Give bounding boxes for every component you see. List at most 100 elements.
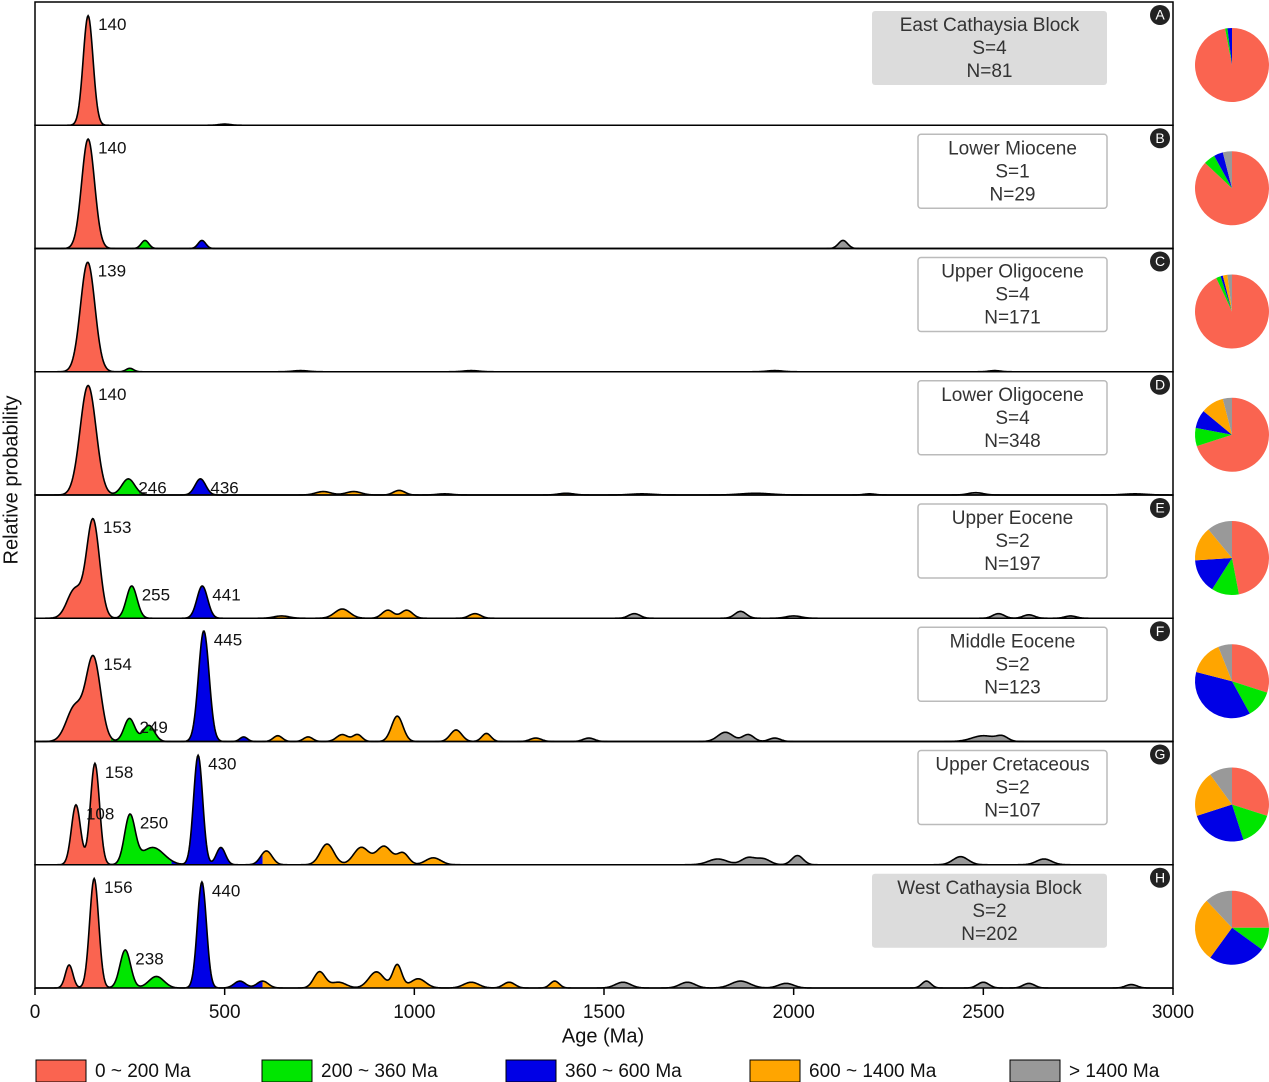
legend-swatch xyxy=(35,1059,87,1082)
grain-count: N=197 xyxy=(984,554,1041,575)
panel-badge xyxy=(1150,621,1170,642)
x-axis-label: Age (Ma) xyxy=(562,1025,644,1047)
sample-count: S=2 xyxy=(995,778,1029,799)
peak-label: 140 xyxy=(98,15,126,34)
legend-label: 360 ~ 600 Ma xyxy=(565,1061,682,1082)
density-segment xyxy=(262,844,567,865)
x-tick-label: 0 xyxy=(30,1002,41,1023)
sample-title: Upper Oligocene xyxy=(941,262,1084,283)
pie-slice xyxy=(1216,276,1232,312)
pie-slice xyxy=(1212,558,1239,595)
sample-box xyxy=(917,749,1108,826)
pie-slice xyxy=(1225,28,1232,65)
density-segment xyxy=(262,609,567,619)
sample-title: Middle Eocene xyxy=(950,631,1076,652)
sample-count: S=2 xyxy=(995,654,1029,675)
panel-badge xyxy=(1150,251,1170,272)
x-tick-label: 3000 xyxy=(1152,1002,1194,1023)
peak-label: 154 xyxy=(103,655,131,674)
pie-slice xyxy=(1195,411,1232,435)
pie-slice xyxy=(1196,397,1269,472)
legend-swatch xyxy=(749,1059,801,1082)
pie-slice xyxy=(1205,155,1232,189)
panel-letter: G xyxy=(1155,746,1166,762)
sample-title: Upper Cretaceous xyxy=(935,755,1089,776)
density-segment xyxy=(110,368,172,372)
sample-count: S=1 xyxy=(995,161,1029,182)
peak-label: 153 xyxy=(103,518,131,537)
legend-swatch xyxy=(1009,1059,1061,1082)
pie-slice xyxy=(1196,646,1232,682)
sample-box xyxy=(917,380,1108,456)
pie-slice xyxy=(1203,398,1232,435)
grain-count: N=123 xyxy=(984,677,1041,698)
sample-title: West Cathaysia Block xyxy=(897,878,1082,899)
density-segment xyxy=(171,755,263,865)
pie-slice xyxy=(1214,152,1232,189)
pie-slice xyxy=(1208,521,1232,558)
pie-slice xyxy=(1232,521,1269,595)
grain-count: N=348 xyxy=(984,431,1041,452)
pie-slice xyxy=(1232,804,1268,840)
pie-slice xyxy=(1210,767,1232,805)
density-segment xyxy=(262,716,567,742)
panel-badge xyxy=(1150,128,1170,149)
pie-slice xyxy=(1232,927,1269,950)
sample-box xyxy=(917,133,1108,209)
pie-slice xyxy=(1195,900,1232,958)
density-segment xyxy=(171,478,263,495)
grain-count: N=171 xyxy=(984,308,1041,329)
panel-letter: B xyxy=(1155,130,1164,146)
x-tick-label: 2000 xyxy=(773,1002,815,1023)
panel-letter: F xyxy=(1156,623,1165,639)
density-segment xyxy=(110,478,172,495)
x-tick-label: 2500 xyxy=(962,1002,1004,1023)
density-segment xyxy=(35,518,111,619)
pie-slice xyxy=(1210,927,1262,965)
panel-letter: A xyxy=(1155,7,1165,23)
density-segment xyxy=(171,240,263,249)
pie-slice xyxy=(1195,529,1232,561)
sample-box xyxy=(917,256,1108,333)
pie-slice xyxy=(1227,28,1232,65)
peak-label: 436 xyxy=(210,478,238,497)
peak-label: 249 xyxy=(139,718,167,737)
sample-title: Lower Oligocene xyxy=(941,385,1084,406)
panel-badge xyxy=(1150,744,1170,765)
sample-title: Upper Eocene xyxy=(952,508,1073,529)
pie-slice xyxy=(1206,890,1232,928)
peak-label: 158 xyxy=(105,763,133,782)
legend-swatch xyxy=(505,1059,557,1082)
sample-count: S=4 xyxy=(995,285,1030,306)
grain-count: N=107 xyxy=(984,801,1041,822)
pie-slice xyxy=(1220,275,1232,312)
pie-slice xyxy=(1195,672,1250,719)
peak-label: 255 xyxy=(142,585,170,604)
pie-slice xyxy=(1222,151,1232,189)
grain-count: N=81 xyxy=(967,61,1013,82)
pie-slice xyxy=(1232,644,1269,693)
grain-count: N=202 xyxy=(961,924,1018,945)
sample-box xyxy=(872,873,1107,948)
pie-slice xyxy=(1195,558,1232,590)
y-axis-label: Relative probability xyxy=(0,396,22,565)
pie-slice xyxy=(1195,427,1232,447)
density-segment xyxy=(35,262,111,372)
sample-box xyxy=(917,503,1108,579)
density-segment xyxy=(35,655,111,742)
panel-badge xyxy=(1150,867,1170,888)
legend-label: 600 ~ 1400 Ma xyxy=(809,1061,937,1082)
density-segment xyxy=(35,385,111,495)
x-tick-label: 1500 xyxy=(583,1002,625,1023)
peak-label: 156 xyxy=(104,878,132,897)
peak-label: 246 xyxy=(138,478,166,497)
density-segment xyxy=(35,15,111,126)
panel-badge xyxy=(1150,5,1170,25)
x-tick-label: 1000 xyxy=(393,1002,435,1023)
peak-label: 430 xyxy=(208,755,236,774)
pie-slice xyxy=(1232,767,1269,816)
peak-label: 445 xyxy=(214,630,242,649)
sample-box xyxy=(917,626,1108,702)
peak-label: 440 xyxy=(212,881,240,900)
